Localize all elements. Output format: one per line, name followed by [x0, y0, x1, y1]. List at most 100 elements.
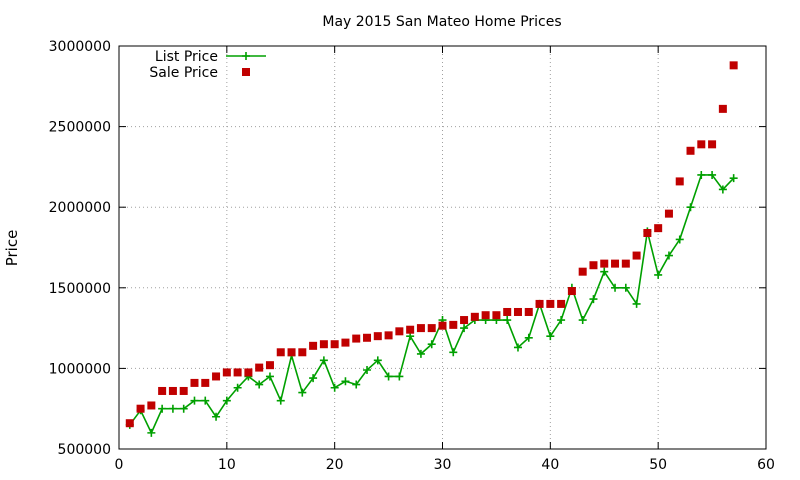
list-price-point	[147, 428, 156, 437]
sale-price-point	[460, 316, 469, 325]
sale-price-point	[384, 331, 393, 340]
sale-price-point	[212, 372, 221, 381]
list-price-point	[718, 185, 727, 194]
sale-price-point	[535, 299, 544, 308]
sale-price-point	[492, 311, 501, 320]
list-price-point	[330, 383, 339, 392]
plot-border	[118, 45, 767, 450]
x-tick-label: 30	[434, 457, 452, 473]
list-price-point	[611, 283, 620, 292]
sale-price-point	[287, 348, 296, 357]
sale-price-point	[136, 404, 145, 413]
sale-price-point	[600, 259, 609, 268]
legend-square-marker	[242, 68, 250, 76]
plot-frame	[118, 45, 767, 450]
list-price-point	[212, 412, 221, 421]
sale-price-point	[233, 368, 242, 377]
sale-price-point	[557, 299, 566, 308]
sale-price-point	[222, 368, 231, 377]
sale-price-point	[524, 307, 533, 316]
sale-price-point	[298, 348, 307, 357]
sale-price-point	[179, 386, 188, 395]
axis-ticks: 0 10 20 30 40 50 60 500000 1000000 1500000 2000000…	[49, 39, 775, 473]
list-price-point	[600, 267, 609, 276]
list-price-point	[233, 383, 242, 392]
list-price-point	[513, 343, 522, 352]
list-price-line	[129, 174, 735, 434]
list-price-point	[729, 174, 738, 183]
x-tick-label: 10	[218, 457, 236, 473]
sale-price-point	[697, 140, 706, 149]
sale-price-point	[406, 325, 415, 334]
list-price-point	[675, 235, 684, 244]
sale-price-point	[416, 324, 425, 333]
legend-label: List Price	[155, 49, 218, 65]
x-tick-label: 50	[649, 457, 667, 473]
y-tick-label: 2000000	[49, 200, 111, 216]
sale-price-point	[395, 327, 404, 336]
grid	[119, 46, 766, 449]
list-price-point	[384, 372, 393, 381]
x-tick-label: 40	[541, 457, 559, 473]
list-price-point	[319, 356, 328, 365]
list-price-point	[524, 333, 533, 342]
list-price-point	[190, 396, 199, 405]
list-price-point	[589, 295, 598, 304]
list-price-point	[427, 340, 436, 349]
sale-price-point	[201, 378, 210, 387]
sale-price-series	[125, 61, 738, 428]
sale-price-point	[352, 334, 361, 343]
sale-price-point	[158, 386, 167, 395]
sale-price-point	[718, 104, 727, 113]
y-tick-label: 2500000	[49, 120, 111, 136]
list-price-point	[621, 283, 630, 292]
list-price-point	[654, 270, 663, 279]
sale-price-point	[621, 259, 630, 268]
sale-price-point	[503, 307, 512, 316]
sale-price-point	[147, 401, 156, 410]
sale-price-point	[276, 348, 285, 357]
sale-price-point	[470, 312, 479, 321]
list-price-point	[416, 349, 425, 358]
sale-price-point	[125, 419, 134, 428]
list-price-point	[578, 316, 587, 325]
sale-price-point	[168, 386, 177, 395]
list-price-point	[255, 380, 264, 389]
sale-price-point	[341, 338, 350, 347]
sale-price-point	[708, 140, 717, 149]
y-tick-label: 1000000	[49, 361, 111, 377]
list-price-series	[125, 170, 738, 437]
list-price-point	[158, 404, 167, 413]
list-price-point	[708, 170, 717, 179]
y-tick-label: 3000000	[49, 39, 111, 55]
list-price-point	[686, 203, 695, 212]
sale-price-point	[567, 287, 576, 296]
list-price-point	[298, 388, 307, 397]
sale-price-point	[438, 321, 447, 330]
list-price-point	[201, 396, 210, 405]
sale-price-point	[729, 61, 738, 70]
y-tick-label: 500000	[58, 442, 111, 458]
sale-price-point	[244, 368, 253, 377]
list-price-point	[309, 374, 318, 383]
list-price-point	[460, 324, 469, 333]
sale-price-point	[190, 378, 199, 387]
list-price-point	[363, 366, 372, 375]
list-price-point	[546, 332, 555, 341]
series-layer	[125, 61, 738, 437]
sale-price-point	[611, 259, 620, 268]
list-price-point	[276, 396, 285, 405]
sale-price-point	[427, 324, 436, 333]
x-tick-label: 0	[115, 457, 124, 473]
list-price-point	[697, 170, 706, 179]
sale-price-point	[481, 311, 490, 320]
list-price-point	[265, 372, 274, 381]
sale-price-point	[363, 333, 372, 342]
sale-price-point	[675, 177, 684, 186]
list-price-point	[395, 372, 404, 381]
list-price-point	[341, 377, 350, 386]
sale-price-point	[578, 267, 587, 276]
y-tick-label: 1500000	[49, 281, 111, 297]
